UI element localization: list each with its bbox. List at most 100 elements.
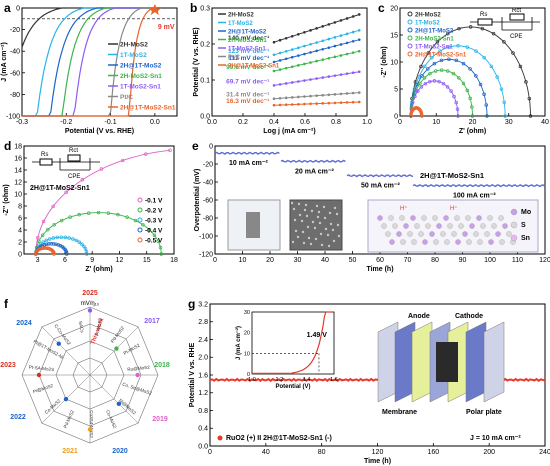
legend-entry: 2H-MoS2 (228, 13, 254, 19)
panel-d: d 3 6 9 12 15 18 0 2 4 6 8 10 12 14 16 18 Z' (ohm) -Z'' (o… (3, 139, 178, 273)
legend-entry: Pt/C (120, 94, 133, 101)
legend-entry: 2H-MoS2-Sn1 (415, 37, 454, 43)
atom (476, 215, 482, 221)
data-point (77, 240, 82, 244)
tafel-slope: 31.4 mV dec⁻¹ (226, 92, 269, 99)
atom (451, 231, 457, 237)
data-point (419, 85, 424, 89)
electrode-stack (436, 342, 458, 382)
legend-marker (137, 197, 143, 203)
anode-label: Anode (408, 313, 430, 320)
y-tick-label: 0.0 (198, 443, 208, 450)
tafel-slope: 112 mV dec⁻¹ (228, 55, 269, 62)
y-tick-label: 0.0 (200, 113, 210, 120)
y-tick-label: 6 (18, 215, 22, 222)
data-point (482, 55, 486, 60)
y-tick-label: -20 (10, 27, 20, 34)
y-tick-label: -20 (203, 161, 213, 168)
sem-grain (319, 232, 323, 236)
sem-grain (305, 214, 309, 218)
data-point (438, 49, 442, 53)
sem-grain (328, 211, 332, 215)
sample-label: 2H@1T-MoS2-Sn1 (30, 185, 90, 192)
y-tick-label: -60 (10, 70, 20, 77)
circuit-label: CPE (510, 34, 522, 40)
fit-line (273, 29, 360, 56)
sem-grain (329, 222, 333, 226)
x-tick-label: 90 (459, 257, 467, 264)
legend-entry: 2H-MoS2 (415, 13, 441, 19)
atom (425, 223, 431, 229)
atom (399, 215, 405, 221)
sem-grain (332, 239, 336, 243)
atom (421, 215, 427, 221)
x-tick-label: 0.0 (207, 119, 217, 126)
data-point (420, 74, 424, 78)
y-tick-label: -80 (203, 215, 213, 222)
data-point (418, 81, 422, 86)
sem-grain (306, 225, 310, 229)
data-point (451, 71, 456, 76)
panel-letter: f (4, 297, 9, 311)
sem-grain (314, 237, 318, 241)
radar-spoke (41, 326, 91, 376)
tafel-slope: 123 mV dec⁻¹ (228, 48, 269, 55)
x-tick-label: 120 (372, 449, 384, 456)
data-point (446, 31, 450, 36)
y-tick-label: -80 (10, 92, 20, 99)
stability-trace (214, 151, 280, 155)
data-point (426, 67, 430, 71)
legend-entry: 1T-MoS2 (415, 21, 440, 27)
x-axis-label: Log j (mA cm⁻²) (263, 128, 315, 135)
cell-plate (483, 321, 505, 403)
panel-letter: g (188, 297, 195, 311)
material-label: Pt-SA-Mo2S (29, 365, 55, 373)
atom (432, 215, 438, 221)
y-tick-label: 1.6 (198, 372, 208, 379)
fit-curve (410, 26, 531, 117)
sem-grain (316, 215, 320, 219)
data-point (87, 308, 93, 313)
y-axis-label: -Z'' (ohm) (3, 184, 10, 215)
x-tick-label: 18 (170, 257, 178, 264)
data-point (357, 100, 361, 104)
x-tick-label: 40 (541, 119, 549, 126)
data-point (56, 341, 61, 346)
legend-entry: 1T-MoS2-Sn1 (228, 47, 266, 53)
material-label: Pt-MoS2 (94, 317, 103, 336)
legend-entry: 2H@1T-MoS2 (415, 29, 454, 35)
material-label: SACs (78, 321, 85, 334)
panel-e: e 0 10 20 30 40 50 60 70 80 90 100 110 120 -120 -100 -80… (192, 139, 550, 273)
data-point (452, 94, 456, 99)
x-tick-label: 0.4 (269, 119, 279, 126)
x-tick-label: 0.8 (331, 119, 341, 126)
year-label: 2022 (10, 414, 26, 421)
fit-curve (35, 212, 162, 255)
circuit-label: Rct (512, 8, 521, 14)
x-tick-label: 1.2 (276, 377, 284, 383)
data-point (430, 55, 434, 60)
fit-line (273, 50, 360, 72)
sem-grain (336, 223, 340, 227)
fit-curve (410, 69, 473, 117)
data-point (74, 238, 78, 243)
cell-plate (465, 321, 487, 403)
y-tick-label: 5 (394, 86, 398, 93)
data-point (114, 346, 119, 351)
circuit-label: Rs (41, 152, 48, 158)
legend-marker (137, 237, 143, 243)
sem-grain (296, 235, 300, 239)
y-tick-label: 8 (18, 203, 22, 210)
data-point (357, 91, 361, 94)
y-tick-label: 0 (16, 5, 20, 12)
legend-entry: 1T-MoS2-Sn1 (120, 84, 161, 91)
material-label: Pd-MoS2 (110, 325, 126, 344)
atom (444, 239, 450, 245)
atom (400, 239, 406, 245)
sem-grain (322, 205, 326, 209)
y-tick-label: 1.2 (198, 390, 208, 397)
inset-frame (251, 311, 335, 375)
panel-letter: e (192, 139, 199, 153)
panel-g: g0 40 80 120 160 200 2400.00.40.81.21.62.02.42… (188, 297, 550, 465)
